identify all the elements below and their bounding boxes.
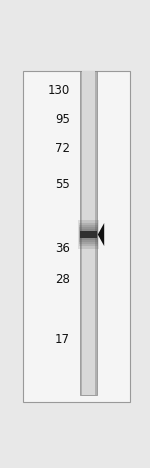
Text: 130: 130	[48, 84, 70, 97]
Text: 28: 28	[55, 273, 70, 286]
Text: 55: 55	[55, 177, 70, 190]
Bar	[79, 225, 98, 244]
Bar	[80, 71, 97, 395]
Bar	[78, 220, 99, 249]
Bar	[82, 71, 95, 395]
Text: 95: 95	[55, 113, 70, 126]
Bar	[80, 231, 97, 238]
Text: 72: 72	[55, 141, 70, 154]
Text: 36: 36	[55, 242, 70, 256]
Bar	[78, 223, 99, 247]
Bar	[80, 229, 97, 240]
Bar	[80, 227, 98, 242]
Polygon shape	[98, 223, 104, 246]
Text: 17: 17	[55, 333, 70, 345]
